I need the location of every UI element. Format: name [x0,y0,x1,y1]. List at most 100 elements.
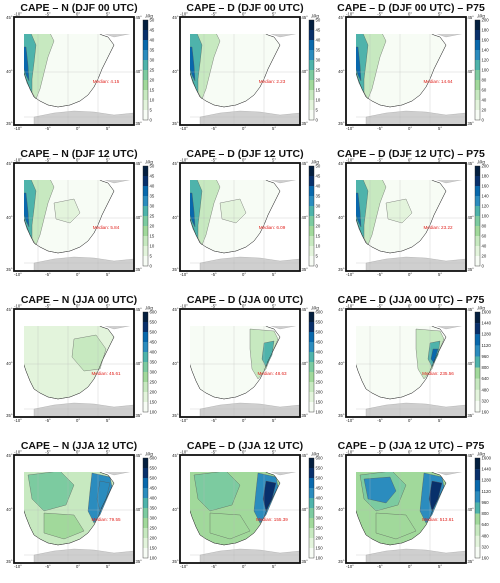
colorbar-border [308,311,315,413]
colorbar-tick: 100 [482,214,490,219]
colorbar-border [474,165,481,267]
lon-tick-bottom: -5° [45,564,51,569]
colorbar-tick: 40 [482,244,487,249]
colorbar-tick: 25 [150,68,155,73]
iberia-map-icon: -10° -10° -5° -5° 0° 0° 5° 5° 45° 45° 40° 40° 35° 35°… [338,450,492,570]
field-level-7 [190,46,196,82]
colorbar-segment [309,246,314,257]
colorbar-segment [475,236,480,247]
lon-tick-top: 0° [76,304,80,309]
colorbar-tick: 30 [316,58,321,63]
lat-tick-right: 40° [468,69,475,74]
colorbar-segment [475,70,480,81]
lon-tick-top: 5° [438,304,442,309]
colorbar-segment [475,60,480,71]
lon-tick-top: -10° [180,12,188,17]
colorbar-tick: 0 [482,264,485,269]
lon-tick-bottom: 5° [106,418,110,423]
colorbar-segment [309,478,314,489]
colorbar-tick: 1600 [482,456,492,461]
lon-tick-bottom: 0° [408,126,412,131]
colorbar-tick: 60 [482,234,487,239]
lon-tick-top: 5° [438,450,442,455]
colorbar-tick: 100 [150,556,158,561]
lon-tick-top: -5° [45,158,51,163]
median-label: Median: 45.61 [91,371,121,376]
panel-title: CAPE – N (DJF 12 UTC) [20,148,138,160]
lat-tick-left: 45° [6,161,13,166]
map-area [190,326,301,418]
neighbour-land [104,472,130,476]
colorbar-segment [143,60,148,71]
colorbar-segment [309,40,314,51]
lon-tick-bottom: 5° [272,418,276,423]
colorbar-tick: 320 [482,544,490,549]
colorbar-border [142,165,149,267]
iberia-map-icon: -10° -10° -5° -5° 0° 0° 5° 5° 45° 45° 40° 40° 35° 35°… [338,158,490,278]
colorbar-segment [143,166,148,177]
coastline [190,34,281,108]
lat-tick-left: 35° [172,413,179,418]
colorbar-tick: 25 [316,214,321,219]
lat-tick-left: 40° [6,507,13,512]
lon-tick-top: 0° [242,304,246,309]
colorbar-segment [309,20,314,31]
colorbar-segment [309,538,314,549]
lat-tick-right: 40° [302,215,309,220]
colorbar-segment [475,176,480,187]
lon-tick-bottom: -10° [14,126,22,131]
colorbar-tick: 200 [316,536,324,541]
map-frame [179,308,301,418]
lon-tick-bottom: 5° [438,564,442,569]
colorbar-border [142,19,149,121]
coastline [356,180,447,254]
colorbar-tick: 640 [482,376,490,381]
colorbar-segment [143,528,148,539]
iberia-map-icon: -10° -10° -5° -5° 0° 0° 5° 5° 45° 45° 40° 40° 35° 35°… [6,304,157,424]
colorbar-segment [143,458,148,469]
lon-tick-top: 5° [272,304,276,309]
neighbour-land [104,34,130,38]
lon-tick-bottom: -10° [346,272,354,277]
lon-tick-bottom: -5° [211,564,217,569]
colorbar-tick: 350 [150,506,158,511]
colorbar-tick: 20 [482,254,487,259]
colorbar-segment [143,342,148,353]
lat-tick-right: 35° [136,413,143,418]
colorbar-segment [475,323,480,335]
coastline [356,34,447,108]
lat-tick-right: 40° [468,215,475,220]
lon-tick-top: -5° [45,450,51,455]
colorbar-segment [309,312,314,323]
lon-tick-top: -10° [180,304,188,309]
colorbar-tick: 15 [150,234,155,239]
colorbar-segment [309,458,314,469]
lon-tick-top: -5° [45,304,51,309]
lat-tick-right: 45° [136,15,143,20]
colorbar-segment [309,392,314,403]
neighbour-land [104,180,130,184]
lon-tick-bottom: 0° [76,126,80,131]
panel-title: CAPE – D (DJF 00 UTC) [186,2,304,14]
field-level-2 [71,334,107,372]
lat-tick-left: 35° [338,121,345,126]
lon-tick-top: 5° [438,12,442,17]
colorbar-segment [143,110,148,121]
lat-tick-left: 40° [172,215,179,220]
map-area [24,180,135,272]
lon-tick-bottom: -5° [211,272,217,277]
colorbar-border [142,457,149,559]
lon-tick-top: 0° [408,304,412,309]
colorbar-tick: 15 [150,88,155,93]
colorbar: 1600 1440 1280 1120 960 800 640 480 320 160 J/kg [474,452,492,561]
colorbar-segment [475,378,480,390]
colorbar-segment [309,186,314,197]
colorbar-segment [475,166,480,177]
colorbar-tick: 600 [150,456,158,461]
cape-field [24,34,115,108]
colorbar-segment [143,332,148,343]
lon-tick-bottom: -5° [377,564,383,569]
colorbar-tick: 40 [150,38,155,43]
lon-tick-top: 0° [242,158,246,163]
